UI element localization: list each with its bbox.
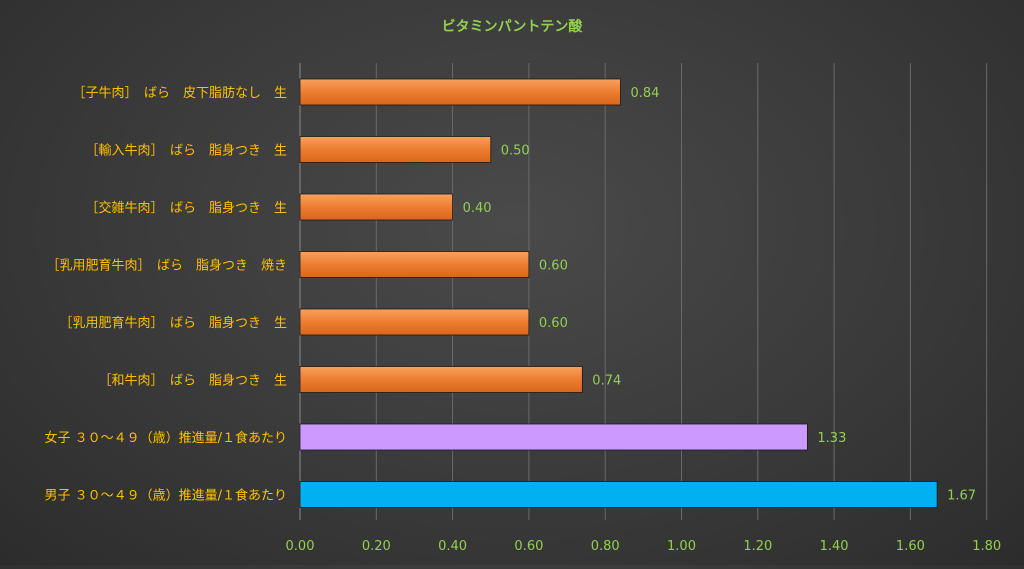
- value-label: 0.60: [539, 259, 568, 274]
- x-tick-label: 1.80: [972, 539, 1001, 554]
- category-label: ［交雑牛肉］ ばら 脂身つき 生: [85, 200, 287, 216]
- value-label: 1.67: [947, 489, 976, 504]
- value-label: 1.33: [817, 431, 846, 446]
- value-label: 0.60: [539, 316, 568, 331]
- category-label: ［和牛肉］ ばら 脂身つき 生: [98, 373, 287, 389]
- bar: [299, 136, 492, 163]
- category-label: 男子 ３０～４９（歳）推進量/１食あたり: [44, 488, 287, 504]
- category-label: 女子 ３０～４９（歳）推進量/１食あたり: [44, 430, 287, 446]
- bar: [299, 481, 938, 508]
- bar: [299, 366, 583, 393]
- value-label: 0.40: [463, 201, 492, 216]
- bar: [299, 423, 808, 451]
- bars-layer: [299, 78, 938, 508]
- x-tick-label: 1.20: [743, 539, 772, 554]
- category-label: ［乳用肥育牛肉］ ばら 脂身つき 焼き: [46, 258, 287, 274]
- x-tick-label: 0.80: [591, 539, 620, 554]
- bar: [299, 251, 530, 278]
- value-label: 0.74: [592, 374, 621, 389]
- value-label: 0.50: [501, 144, 530, 159]
- bar: [299, 78, 621, 106]
- category-label: ［子牛肉］ ばら 皮下脂肪なし 生: [72, 85, 287, 101]
- category-label: ［輸入牛肉］ ばら 脂身つき 生: [85, 143, 287, 159]
- x-tick-label: 0.00: [286, 539, 315, 554]
- chart-title: ビタミンパントテン酸: [442, 18, 584, 35]
- bar: [299, 193, 454, 221]
- x-tick-label: 0.40: [438, 539, 467, 554]
- bar: [299, 308, 530, 336]
- x-tick-label: 0.60: [514, 539, 543, 554]
- x-tick-label: 0.20: [362, 539, 391, 554]
- x-tick-label: 1.60: [896, 539, 925, 554]
- x-tick-label: 1.00: [667, 539, 696, 554]
- grid-layer: [299, 63, 988, 520]
- x-tick-label: 1.40: [820, 539, 849, 554]
- value-label: 0.84: [630, 86, 659, 101]
- labels-layer: 0.00 0.20 0.40 0.60 0.80 1.00 1.20 1.40 1.60 1.80…: [44, 85, 1001, 554]
- category-label: ［乳用肥育牛肉］ ばら 脂身つき 生: [59, 315, 287, 331]
